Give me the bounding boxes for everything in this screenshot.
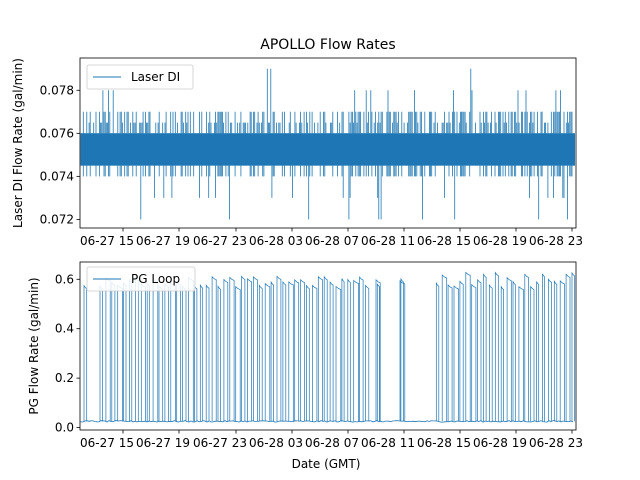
pg-loop-axes-frame (79, 261, 577, 431)
laser-di-y-axis-label: Laser DI Flow Rate (gal/min) (11, 58, 25, 228)
pg-loop-xtick-label: 06-27 15 (80, 436, 134, 450)
laser-di-ytick-label: 0.076 (40, 126, 74, 140)
pg-loop-ytick-label: 0.2 (55, 371, 74, 385)
laser-di-legend-label: Laser DI (131, 70, 180, 84)
pg-loop-baseline (80, 420, 574, 423)
laser-di-legend-box (86, 64, 194, 90)
laser-di-xtick-label: 06-27 19 (136, 234, 190, 248)
laser-di-xtick-label: 06-28 23 (529, 234, 583, 248)
pg-loop-ytick-label: 0.4 (55, 322, 74, 336)
laser-di-series-line (80, 68, 575, 220)
pg-loop-xtick-label: 06-27 23 (193, 436, 247, 450)
laser-di-xtick-label: 06-27 15 (80, 234, 134, 248)
pg-loop-xtick-label: 06-27 19 (136, 436, 190, 450)
pg-loop-panel: 0.00.20.40.6 06-27 15 06-27 19 06-27 23 06-… (27, 261, 583, 471)
pg-loop-ytick-label: 0.0 (55, 421, 74, 435)
pg-loop-y-ticks: 0.0 0.2 0.4 0.6 (55, 272, 80, 435)
laser-di-ytick-label: 0.078 (40, 83, 74, 97)
pg-loop-xtick-label: 06-28 11 (361, 436, 415, 450)
pg-loop-xtick-label: 06-28 07 (305, 436, 359, 450)
pg-loop-legend-box (86, 266, 196, 292)
pg-loop-legend-label: PG Loop (131, 272, 180, 286)
laser-di-y-ticks: 0.072 0.074 0.076 0.078 (40, 83, 80, 226)
laser-di-ytick-label: 0.074 (40, 169, 74, 183)
pg-loop-y-axis-label: PG Flow Rate (gal/min) (27, 277, 41, 414)
laser-di-ytick-label: 0.072 (40, 212, 74, 226)
pg-loop-xtick-label: 06-28 15 (417, 436, 471, 450)
pg-loop-x-ticks: 06-27 15 06-27 19 06-27 23 06-28 03 06-28 07… (80, 430, 583, 450)
pg-loop-xtick-label: 06-28 03 (249, 436, 303, 450)
pg-loop-legend: PG Loop (86, 266, 196, 292)
laser-di-legend: Laser DI (86, 64, 194, 90)
laser-di-plot-area (80, 68, 575, 220)
laser-di-xtick-label: 06-27 23 (193, 234, 247, 248)
pg-loop-xtick-label: 06-28 23 (529, 436, 583, 450)
pg-loop-ytick-label: 0.6 (55, 272, 74, 286)
laser-di-xtick-label: 06-28 07 (305, 234, 359, 248)
x-axis-label: Date (GMT) (292, 457, 361, 471)
laser-di-xtick-label: 06-28 03 (249, 234, 303, 248)
laser-di-xtick-label: 06-28 15 (417, 234, 471, 248)
pg-loop-xtick-label: 06-28 19 (473, 436, 527, 450)
laser-di-xtick-label: 06-28 19 (473, 234, 527, 248)
laser-di-x-ticks: 06-27 15 06-27 19 06-27 23 06-28 03 06-28 07… (80, 228, 583, 248)
chart-title: APOLLO Flow Rates (260, 37, 395, 53)
laser-di-axes-frame (79, 57, 577, 229)
laser-di-xtick-label: 06-28 11 (361, 234, 415, 248)
